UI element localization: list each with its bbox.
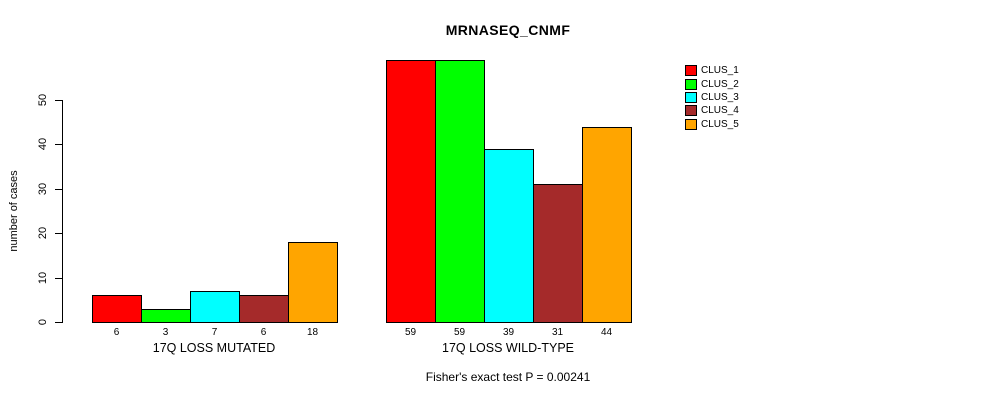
legend-swatch-clus_2 [685,78,697,90]
x-group-label-mutated: 17Q LOSS MUTATED [152,341,276,355]
chart-title: MRNASEQ_CNMF [445,22,571,38]
legend-item-clus_2: CLUS_2 [685,77,739,90]
bar-value-label: 59 [404,327,417,338]
bar-clus_5 [288,242,338,323]
y-tick-mark [55,277,62,279]
bar-clus_5 [582,127,632,323]
bar-value-label: 3 [162,327,169,338]
y-tick-label: 20 [37,227,49,240]
y-tick-label: 40 [37,138,49,151]
bar-clus_1 [92,295,142,323]
y-tick-mark [55,100,62,101]
legend: CLUS_1 CLUS_2 CLUS_3 CLUS_4 CLUS_5 [685,64,739,131]
legend-swatch-clus_1 [685,65,697,77]
y-tick-mark [55,322,62,323]
legend-label: CLUS_3 [701,91,739,103]
legend-label: CLUS_1 [701,65,739,77]
bar-value-label: 44 [600,327,613,338]
y-tick-label: 0 [37,318,49,326]
bar-clus_3 [190,291,240,323]
bar-clus_1 [386,60,436,323]
bar-clus_2 [435,60,485,323]
y-tick-mark [55,144,62,146]
bar-clus_4 [239,295,289,323]
fishers-test-caption: Fisher's exact test P = 0.00241 [425,370,591,384]
y-tick-mark [55,233,62,235]
y-tick-label: 50 [37,93,49,107]
bar-clus_2 [141,309,191,323]
bar-clus_4 [533,184,583,323]
bar-value-label: 39 [502,327,515,338]
bar-value-label: 59 [453,327,466,338]
y-tick-label: 30 [37,182,49,195]
bar-value-label: 31 [551,327,564,338]
bar-value-label: 6 [113,327,120,338]
legend-label: CLUS_5 [701,118,739,130]
legend-swatch-clus_4 [685,105,697,117]
x-group-label-wild-type: 17Q LOSS WILD-TYPE [442,341,574,355]
legend-item-clus_5: CLUS_5 [685,118,739,131]
y-tick-label: 10 [37,271,49,284]
bar-value-label: 18 [306,327,319,338]
legend-swatch-clus_5 [685,118,697,130]
y-tick-mark [55,188,62,190]
y-axis-line [62,100,63,323]
legend-swatch-clus_3 [685,91,697,103]
y-axis-label: number of cases [8,170,20,252]
legend-item-clus_4: CLUS_4 [685,104,739,117]
bar-clus_3 [484,149,534,323]
bar-value-label: 7 [211,327,218,338]
legend-item-clus_1: CLUS_1 [685,64,739,77]
legend-label: CLUS_4 [701,105,739,117]
legend-label: CLUS_2 [701,78,739,90]
bar-value-label: 6 [260,327,267,338]
legend-item-clus_3: CLUS_3 [685,91,739,104]
